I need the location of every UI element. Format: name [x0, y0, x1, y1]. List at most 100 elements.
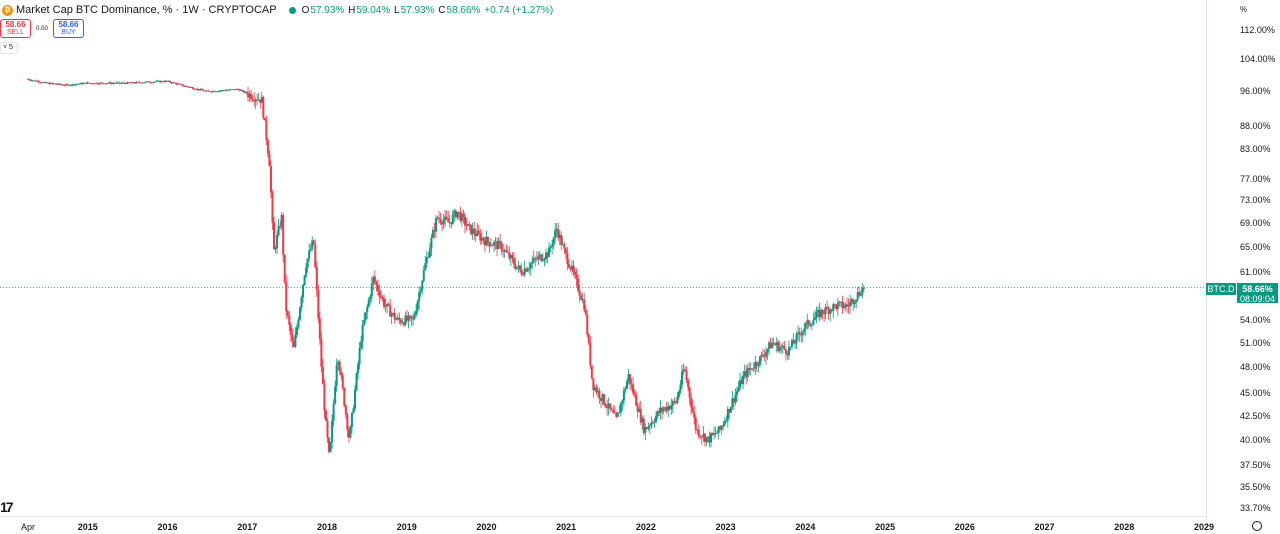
candle-body: [285, 281, 288, 312]
candle-body: [179, 83, 182, 85]
x-tick-label: 2027: [1034, 522, 1055, 532]
scale-mode-button[interactable]: %: [1240, 5, 1248, 14]
candle-body: [398, 317, 401, 320]
candle-body: [248, 93, 251, 98]
candle-body: [459, 212, 462, 221]
candle-body: [117, 82, 120, 84]
candle-body: [745, 371, 748, 378]
candle-body: [658, 411, 661, 414]
candle-body: [616, 412, 619, 417]
candle-body: [104, 83, 107, 85]
candle-body: [777, 342, 780, 351]
last-price-tag: 58.66% 08:09:04: [1237, 283, 1278, 304]
candle-body: [769, 342, 772, 349]
candle-body: [178, 83, 181, 85]
candle-body: [311, 240, 314, 250]
candle-body: [584, 309, 587, 315]
candle-body: [227, 90, 230, 91]
candle-body: [812, 320, 815, 325]
candle-body: [276, 234, 279, 248]
candle-body: [408, 315, 411, 317]
candle-body: [424, 263, 427, 271]
candle-body: [563, 244, 566, 249]
candle-body: [821, 309, 824, 314]
candle-body: [127, 82, 130, 84]
candle-body: [593, 387, 596, 390]
bar-countdown: 08:09:04: [1239, 294, 1276, 304]
candle-body: [508, 252, 511, 259]
candle-body: [204, 90, 207, 92]
candle-body: [607, 403, 610, 409]
candle-body: [259, 99, 262, 103]
candle-body: [214, 91, 217, 93]
candle-body: [302, 284, 305, 298]
candle-body: [138, 82, 141, 83]
candle-body: [746, 368, 749, 378]
candle-body: [609, 403, 612, 409]
candle-body: [706, 436, 709, 438]
candle-body: [196, 88, 199, 90]
x-tick-label: 2020: [476, 522, 497, 532]
candle-body: [503, 250, 506, 252]
sell-button[interactable]: 58.66 SELL: [0, 19, 31, 38]
candle-body: [141, 82, 144, 84]
candle-body: [295, 327, 298, 335]
candle-body: [233, 89, 236, 91]
candle-body: [552, 237, 555, 246]
settings-icon[interactable]: [1252, 521, 1262, 531]
candle-body: [124, 83, 127, 85]
candle-body: [211, 91, 214, 92]
candle-body: [781, 345, 784, 347]
x-tick-label: 2024: [795, 522, 816, 532]
candle-body: [850, 299, 853, 303]
candle-body: [49, 82, 52, 85]
candle-body: [59, 83, 62, 85]
price-chart[interactable]: [0, 0, 1206, 516]
candle-body: [367, 299, 370, 307]
ohlc-open-key: O: [301, 4, 310, 16]
price-scale[interactable]: [1206, 0, 1280, 534]
candle-body: [558, 234, 561, 239]
candle-body: [399, 319, 402, 323]
candle-body: [401, 322, 404, 324]
tradingview-logo-icon[interactable]: 17: [0, 499, 14, 515]
candle-body: [754, 362, 757, 369]
buy-button[interactable]: 58.66 BUY: [53, 19, 84, 38]
candle-body: [700, 436, 703, 438]
candle-body: [120, 83, 123, 84]
y-tick-label: 104.00%: [1240, 54, 1276, 65]
candle-body: [482, 237, 485, 241]
candle-body: [728, 409, 731, 413]
candle-body: [146, 81, 149, 83]
candle-body: [347, 429, 350, 438]
candle-body: [230, 89, 233, 91]
candle-body: [732, 398, 735, 403]
candle-body: [648, 425, 651, 427]
candle-body: [54, 83, 57, 85]
candle-body: [387, 303, 390, 306]
candle-body: [836, 302, 839, 310]
candle-body: [169, 81, 172, 83]
indicators-toggle-button[interactable]: ˅ 5: [0, 42, 18, 54]
candle-body: [30, 80, 33, 81]
y-tick-label: 96.00%: [1240, 86, 1271, 97]
candle-body: [112, 83, 115, 84]
candle-body: [27, 79, 29, 80]
candle-body: [80, 83, 83, 85]
ohlc-close: 58.66%: [446, 4, 481, 16]
symbol-title[interactable]: Market Cap BTC Dominance, % · 1W · CRYPT…: [16, 4, 277, 16]
candle-body: [236, 89, 239, 90]
candle-body: [473, 228, 476, 234]
candle-body: [332, 403, 335, 421]
candle-body: [581, 299, 584, 301]
candle-body: [392, 312, 395, 314]
candle-body: [491, 245, 494, 247]
candle-body: [457, 211, 460, 213]
candle-body: [474, 233, 477, 237]
candle-body: [202, 90, 205, 92]
candle-body: [418, 292, 421, 302]
candle-body: [486, 237, 489, 242]
candle-body: [434, 218, 437, 232]
candle-body: [532, 258, 535, 262]
candle-body: [713, 433, 716, 435]
